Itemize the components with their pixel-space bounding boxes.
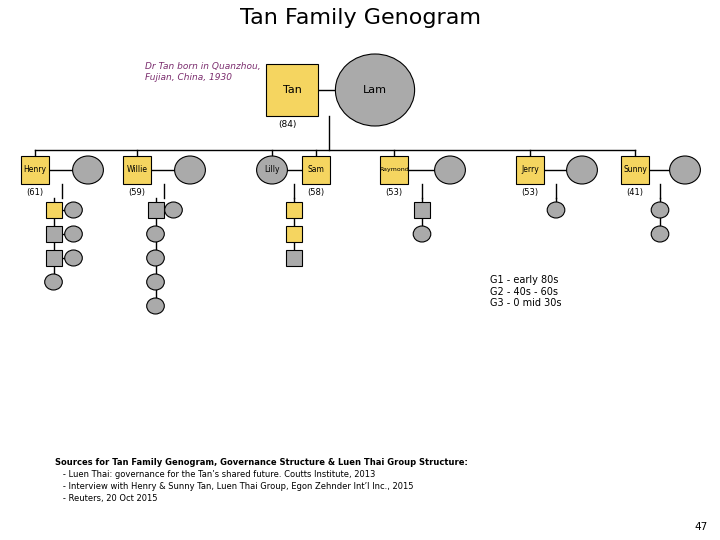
FancyBboxPatch shape (516, 156, 544, 184)
FancyBboxPatch shape (148, 202, 163, 218)
Ellipse shape (256, 156, 287, 184)
Text: Henry: Henry (24, 165, 47, 174)
FancyBboxPatch shape (286, 226, 302, 242)
Text: (53): (53) (521, 188, 539, 197)
Text: Sources for Tan Family Genogram, Governance Structure & Luen Thai Group Structur: Sources for Tan Family Genogram, Governa… (55, 458, 468, 467)
Text: (61): (61) (27, 188, 44, 197)
Text: Dr Tan born in Quanzhou,
Fujian, China, 1930: Dr Tan born in Quanzhou, Fujian, China, … (145, 62, 261, 82)
Text: Willie: Willie (127, 165, 148, 174)
FancyBboxPatch shape (380, 156, 408, 184)
Ellipse shape (147, 274, 164, 290)
Text: Sam: Sam (307, 165, 325, 174)
Text: (59): (59) (128, 188, 145, 197)
Text: 47: 47 (695, 522, 708, 532)
Text: Lilly: Lilly (264, 165, 280, 174)
Ellipse shape (547, 202, 564, 218)
FancyBboxPatch shape (286, 250, 302, 266)
FancyBboxPatch shape (414, 202, 430, 218)
FancyBboxPatch shape (45, 202, 61, 218)
Ellipse shape (670, 156, 701, 184)
Ellipse shape (147, 250, 164, 266)
Text: (41): (41) (626, 188, 644, 197)
Text: (84): (84) (278, 120, 296, 129)
Ellipse shape (65, 202, 82, 218)
Text: - Interview with Henry & Sunny Tan, Luen Thai Group, Egon Zehnder Int’l Inc., 20: - Interview with Henry & Sunny Tan, Luen… (55, 482, 413, 491)
Ellipse shape (147, 298, 164, 314)
Ellipse shape (413, 226, 431, 242)
Text: (58): (58) (307, 188, 325, 197)
FancyBboxPatch shape (302, 156, 330, 184)
FancyBboxPatch shape (286, 202, 302, 218)
Ellipse shape (435, 156, 465, 184)
Text: Tan Family Genogram: Tan Family Genogram (240, 8, 480, 28)
Ellipse shape (65, 250, 82, 266)
Text: (53): (53) (385, 188, 402, 197)
FancyBboxPatch shape (21, 156, 49, 184)
Text: - Luen Thai: governance for the Tan’s shared future. Coutts Institute, 2013: - Luen Thai: governance for the Tan’s sh… (55, 470, 375, 479)
Ellipse shape (651, 202, 669, 218)
FancyBboxPatch shape (45, 250, 61, 266)
Text: Jerry: Jerry (521, 165, 539, 174)
FancyBboxPatch shape (123, 156, 151, 184)
Text: Tan: Tan (282, 85, 302, 95)
FancyBboxPatch shape (266, 64, 318, 116)
Ellipse shape (147, 226, 164, 242)
Ellipse shape (165, 202, 182, 218)
Ellipse shape (174, 156, 205, 184)
Text: G1 - early 80s
G2 - 40s - 60s
G3 - 0 mid 30s: G1 - early 80s G2 - 40s - 60s G3 - 0 mid… (490, 275, 562, 308)
Text: Lam: Lam (363, 85, 387, 95)
Text: - Reuters, 20 Oct 2015: - Reuters, 20 Oct 2015 (55, 494, 158, 503)
Ellipse shape (73, 156, 104, 184)
FancyBboxPatch shape (621, 156, 649, 184)
Ellipse shape (336, 54, 415, 126)
Ellipse shape (45, 274, 63, 290)
FancyBboxPatch shape (45, 226, 61, 242)
Text: Sunny: Sunny (623, 165, 647, 174)
Ellipse shape (651, 226, 669, 242)
Ellipse shape (65, 226, 82, 242)
Text: Raymond: Raymond (379, 167, 409, 172)
Ellipse shape (567, 156, 598, 184)
